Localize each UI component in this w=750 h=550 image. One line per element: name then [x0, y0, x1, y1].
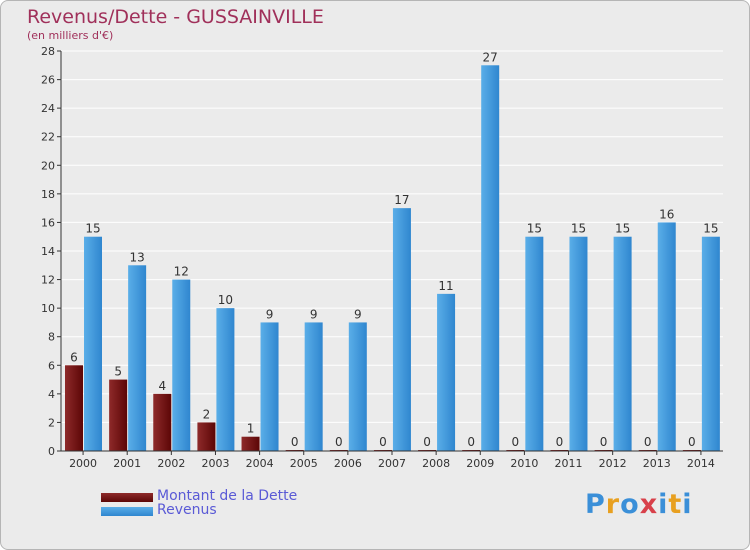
data-label-revenus-2009: 27 — [483, 50, 498, 64]
data-label-revenus-2011: 15 — [571, 222, 586, 236]
data-label-revenus-2007: 17 — [394, 193, 409, 207]
data-label-dette-2003: 2 — [203, 407, 211, 421]
x-tick-label-2002: 2002 — [157, 457, 185, 470]
data-label-dette-2012: 0 — [600, 435, 608, 449]
bar-dette-2003 — [197, 422, 216, 451]
y-tick-label: 28 — [41, 45, 55, 58]
x-tick-label-2014: 2014 — [687, 457, 715, 470]
y-tick-label: 12 — [41, 274, 55, 287]
y-tick-label: 4 — [48, 388, 55, 401]
logo-letter: o — [620, 489, 640, 520]
data-label-dette-2001: 5 — [114, 365, 122, 379]
x-tick-label-2004: 2004 — [246, 457, 274, 470]
data-label-revenus-2003: 10 — [218, 293, 233, 307]
x-tick-label-2010: 2010 — [510, 457, 538, 470]
y-tick-label: 0 — [48, 445, 55, 458]
data-label-revenus-2014: 15 — [703, 222, 718, 236]
bar-revenus-2003 — [216, 308, 235, 451]
data-label-revenus-2000: 15 — [85, 222, 100, 236]
y-tick-label: 10 — [41, 302, 55, 315]
x-tick-label-2009: 2009 — [466, 457, 494, 470]
x-tick-label-2003: 2003 — [201, 457, 229, 470]
data-label-revenus-2005: 9 — [310, 307, 318, 321]
data-label-dette-2008: 0 — [423, 435, 431, 449]
bar-revenus-2012 — [613, 236, 632, 451]
data-label-dette-2007: 0 — [379, 435, 387, 449]
legend-label-dette: Montant de la Dette — [157, 488, 298, 504]
data-label-dette-2011: 0 — [556, 435, 564, 449]
data-label-dette-2014: 0 — [688, 435, 696, 449]
x-tick-label-2008: 2008 — [422, 457, 450, 470]
chart-title: Revenus/Dette - GUSSAINVILLE — [27, 6, 324, 28]
bar-dette-2001 — [109, 379, 128, 451]
y-tick-label: 18 — [41, 188, 55, 201]
x-tick-label-2012: 2012 — [599, 457, 627, 470]
logo-letter: r — [605, 489, 621, 520]
logo-letter: i — [682, 489, 693, 520]
chart-subtitle: (en milliers d'€) — [27, 29, 114, 42]
data-label-revenus-2008: 11 — [438, 279, 453, 293]
bar-revenus-2014 — [701, 236, 720, 451]
y-tick-label: 14 — [41, 245, 55, 258]
y-tick-label: 26 — [41, 74, 55, 87]
data-label-revenus-2001: 13 — [129, 250, 144, 264]
data-label-revenus-2010: 15 — [527, 222, 542, 236]
legend-swatch-dette — [101, 493, 153, 502]
bar-revenus-2010 — [525, 236, 544, 451]
bar-revenus-2011 — [569, 236, 588, 451]
data-label-dette-2013: 0 — [644, 435, 652, 449]
logo-letter: t — [668, 489, 683, 520]
data-label-dette-2002: 4 — [158, 379, 166, 393]
y-tick-label: 6 — [48, 359, 55, 372]
y-tick-label: 16 — [41, 216, 55, 229]
y-tick-label: 22 — [41, 131, 55, 144]
legend-swatch-revenus — [101, 507, 153, 516]
data-label-dette-2010: 0 — [512, 435, 520, 449]
data-label-dette-2006: 0 — [335, 435, 343, 449]
logo-letter: P — [585, 489, 606, 520]
data-label-revenus-2012: 15 — [615, 222, 630, 236]
data-label-dette-2009: 0 — [467, 435, 475, 449]
data-label-revenus-2002: 12 — [174, 265, 189, 279]
bar-revenus-2013 — [657, 222, 676, 451]
y-tick-label: 8 — [48, 331, 55, 344]
y-tick-label: 20 — [41, 159, 55, 172]
bar-revenus-2004 — [260, 322, 279, 451]
data-label-revenus-2013: 16 — [659, 207, 674, 221]
bar-revenus-2001 — [128, 265, 147, 451]
data-label-dette-2004: 1 — [247, 422, 255, 436]
x-tick-label-2007: 2007 — [378, 457, 406, 470]
x-tick-label-2000: 2000 — [69, 457, 97, 470]
legend-label-revenus: Revenus — [157, 502, 217, 518]
y-tick-label: 24 — [41, 102, 55, 115]
data-label-dette-2005: 0 — [291, 435, 299, 449]
bar-revenus-2002 — [172, 279, 191, 451]
data-label-dette-2000: 6 — [70, 350, 78, 364]
bar-dette-2000 — [65, 365, 83, 451]
bar-revenus-2007 — [392, 208, 411, 451]
proxiti-logo: Proxiti — [585, 489, 693, 520]
y-tick-label: 2 — [48, 416, 55, 429]
bar-revenus-2005 — [304, 322, 323, 451]
logo-letter: i — [658, 489, 669, 520]
bar-revenus-2006 — [348, 322, 367, 451]
x-tick-label-2001: 2001 — [113, 457, 141, 470]
data-label-revenus-2004: 9 — [266, 307, 274, 321]
x-tick-label-2013: 2013 — [643, 457, 671, 470]
data-label-revenus-2006: 9 — [354, 307, 362, 321]
x-tick-label-2005: 2005 — [290, 457, 318, 470]
bar-dette-2002 — [153, 393, 172, 451]
logo-letter: x — [639, 489, 659, 520]
x-tick-label-2011: 2011 — [555, 457, 583, 470]
bar-revenus-2008 — [437, 293, 456, 451]
bar-revenus-2009 — [481, 65, 500, 452]
bar-dette-2004 — [241, 436, 260, 451]
bar-revenus-2000 — [84, 236, 102, 451]
x-tick-label-2006: 2006 — [334, 457, 362, 470]
